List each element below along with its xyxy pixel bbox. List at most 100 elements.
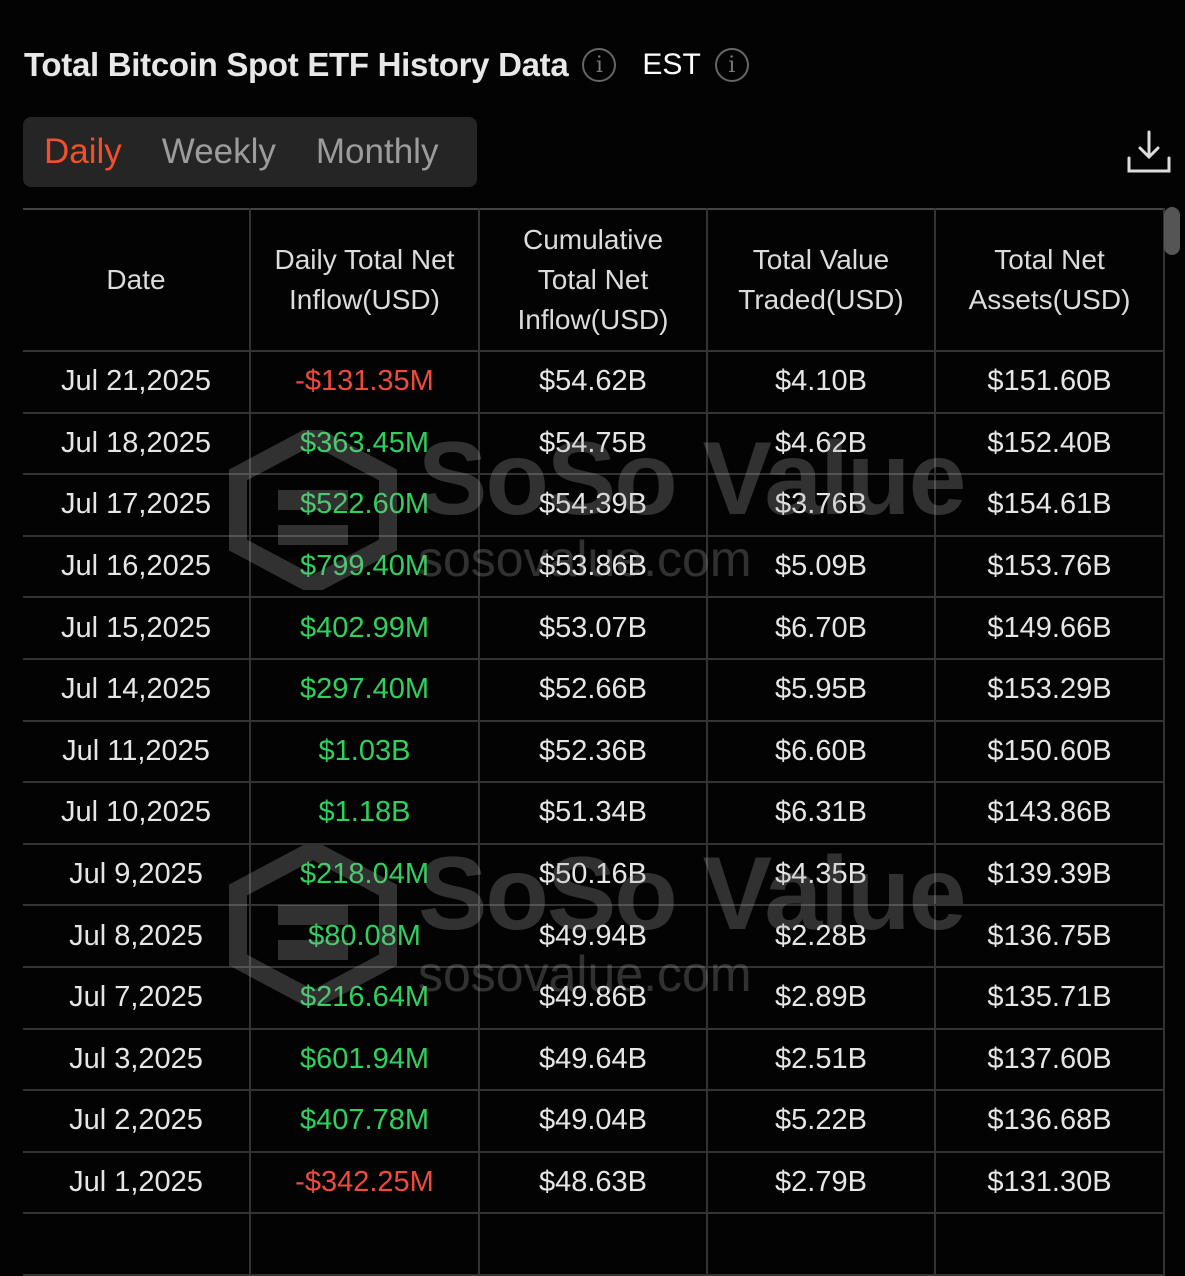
table-cell: Jul 2,2025: [23, 1089, 251, 1153]
table-cell: $297.40M: [249, 657, 480, 722]
table-row[interactable]: Jul 18,2025 $363.45M $54.75B $4.62B $152.40B: [23, 411, 1165, 476]
table-cell: Jul 10,2025: [23, 781, 251, 845]
table-cell: $2.28B: [706, 904, 936, 968]
column-header: Cumulative Total Net Inflow(USD): [478, 208, 708, 352]
table-cell: -$342.25M: [249, 1150, 480, 1215]
table-cell: $2.89B: [706, 965, 936, 1030]
table-row[interactable]: Jul 3,2025 $601.94M $49.64B $2.51B $137.60B: [23, 1027, 1165, 1092]
table-cell: $2.51B: [706, 1027, 936, 1092]
table-cell: $151.60B: [934, 350, 1165, 414]
page-title: Total Bitcoin Spot ETF History Data: [24, 46, 569, 83]
table-cell: Jul 11,2025: [23, 719, 251, 784]
table-cell: $48.63B: [478, 1150, 708, 1215]
table-row[interactable]: Jul 17,2025 $522.60M $54.39B $3.76B $154.61B: [23, 473, 1165, 537]
table-cell: $137.60B: [934, 1027, 1165, 1092]
tab-monthly[interactable]: Monthly: [315, 132, 439, 171]
table-cell: Jul 18,2025: [23, 411, 251, 476]
table-cell: $152.40B: [934, 411, 1165, 476]
table-row[interactable]: Jul 11,2025 $1.03B $52.36B $6.60B $150.60B: [23, 719, 1165, 784]
table-cell: $49.94B: [478, 904, 708, 968]
table-cell: $153.29B: [934, 657, 1165, 722]
table-row[interactable]: Jul 2,2025 $407.78M $49.04B $5.22B $136.68B: [23, 1089, 1165, 1153]
table-cell: $143.86B: [934, 781, 1165, 845]
etf-history-table: Date Daily Total Net Inflow(USD) Cumulativ…: [23, 208, 1165, 1276]
table-row[interactable]: Jul 14,2025 $297.40M $52.66B $5.95B $153.29B: [23, 657, 1165, 722]
period-tabs: Daily Weekly Monthly: [23, 117, 477, 187]
table-cell: $5.09B: [706, 534, 936, 599]
table-cell: $6.70B: [706, 596, 936, 660]
table-cell: Jul 16,2025: [23, 534, 251, 599]
table-cell: $218.04M: [249, 842, 480, 907]
table-cell: [23, 1212, 251, 1276]
table-cell: $150.60B: [934, 719, 1165, 784]
tab-weekly[interactable]: Weekly: [161, 132, 276, 171]
table-cell: $5.22B: [706, 1089, 936, 1153]
table-cell: Jul 15,2025: [23, 596, 251, 660]
column-header-label: Cumulative Total Net Inflow(USD): [517, 224, 669, 335]
tab-daily[interactable]: Daily: [44, 132, 122, 171]
table-row[interactable]: [23, 1212, 1165, 1276]
table-cell: $5.95B: [706, 657, 936, 722]
table-cell: [934, 1212, 1165, 1276]
table-cell: $407.78M: [249, 1089, 480, 1153]
table-cell: $54.39B: [478, 473, 708, 537]
column-header-label: Daily Total Net Inflow(USD): [274, 244, 455, 315]
table-row[interactable]: Jul 7,2025 $216.64M $49.86B $2.89B $135.71B: [23, 965, 1165, 1030]
table-cell: $49.64B: [478, 1027, 708, 1092]
table-cell: $402.99M: [249, 596, 480, 660]
table-row[interactable]: Jul 16,2025 $799.40M $53.86B $5.09B $153.76B: [23, 534, 1165, 599]
column-header: Date: [23, 208, 251, 352]
table-cell: $2.79B: [706, 1150, 936, 1215]
table-row[interactable]: Jul 10,2025 $1.18B $51.34B $6.31B $143.86B: [23, 781, 1165, 845]
table-cell: [706, 1212, 936, 1276]
table-cell: Jul 7,2025: [23, 965, 251, 1030]
table-row[interactable]: Jul 1,2025 -$342.25M $48.63B $2.79B $131.30B: [23, 1150, 1165, 1215]
info-icon[interactable]: i: [582, 48, 617, 82]
table-cell: $1.18B: [249, 781, 480, 845]
table-cell: [249, 1212, 480, 1276]
table-cell: $54.75B: [478, 411, 708, 476]
table-cell: Jul 8,2025: [23, 904, 251, 968]
table-cell: $799.40M: [249, 534, 480, 599]
table-row[interactable]: Jul 15,2025 $402.99M $53.07B $6.70B $149.66B: [23, 596, 1165, 660]
table-cell: $49.04B: [478, 1089, 708, 1153]
table-cell: $52.66B: [478, 657, 708, 722]
table-cell: $3.76B: [706, 473, 936, 537]
info-icon[interactable]: i: [714, 48, 749, 82]
table-cell: $139.39B: [934, 842, 1165, 907]
table-cell: $4.10B: [706, 350, 936, 414]
table-row[interactable]: Jul 8,2025 $80.08M $49.94B $2.28B $136.75B: [23, 904, 1165, 968]
table-cell: $51.34B: [478, 781, 708, 845]
table-row[interactable]: Jul 21,2025 -$131.35M $54.62B $4.10B $151.60…: [23, 350, 1165, 414]
table-cell: $136.68B: [934, 1089, 1165, 1153]
table-cell: $601.94M: [249, 1027, 480, 1092]
column-header: Total Value Traded(USD): [706, 208, 936, 352]
scrollbar-thumb[interactable]: [1164, 207, 1180, 255]
timezone-label[interactable]: EST: [642, 48, 701, 81]
table-cell: $54.62B: [478, 350, 708, 414]
table-cell: $136.75B: [934, 904, 1165, 968]
table-cell: $216.64M: [249, 965, 480, 1030]
column-header: Total Net Assets(USD): [934, 208, 1165, 352]
table-cell: $53.86B: [478, 534, 708, 599]
table-cell: $6.60B: [706, 719, 936, 784]
column-header-label: Date: [106, 264, 166, 295]
table-cell: Jul 14,2025: [23, 657, 251, 722]
table-cell: -$131.35M: [249, 350, 480, 414]
table-cell: Jul 1,2025: [23, 1150, 251, 1215]
table-cell: $131.30B: [934, 1150, 1165, 1215]
column-header: Daily Total Net Inflow(USD): [249, 208, 480, 352]
download-icon[interactable]: [1126, 130, 1172, 176]
table-cell: $154.61B: [934, 473, 1165, 537]
table-cell: Jul 9,2025: [23, 842, 251, 907]
table-cell: $49.86B: [478, 965, 708, 1030]
table-cell: $1.03B: [249, 719, 480, 784]
table-cell: $6.31B: [706, 781, 936, 845]
table-row[interactable]: Jul 9,2025 $218.04M $50.16B $4.35B $139.39B: [23, 842, 1165, 907]
table-cell: $522.60M: [249, 473, 480, 537]
table-cell: Jul 17,2025: [23, 473, 251, 537]
page-title-row: Total Bitcoin Spot ETF History Data i ES…: [24, 46, 749, 84]
table-cell: $80.08M: [249, 904, 480, 968]
table-cell: Jul 21,2025: [23, 350, 251, 414]
table-cell: [478, 1212, 708, 1276]
